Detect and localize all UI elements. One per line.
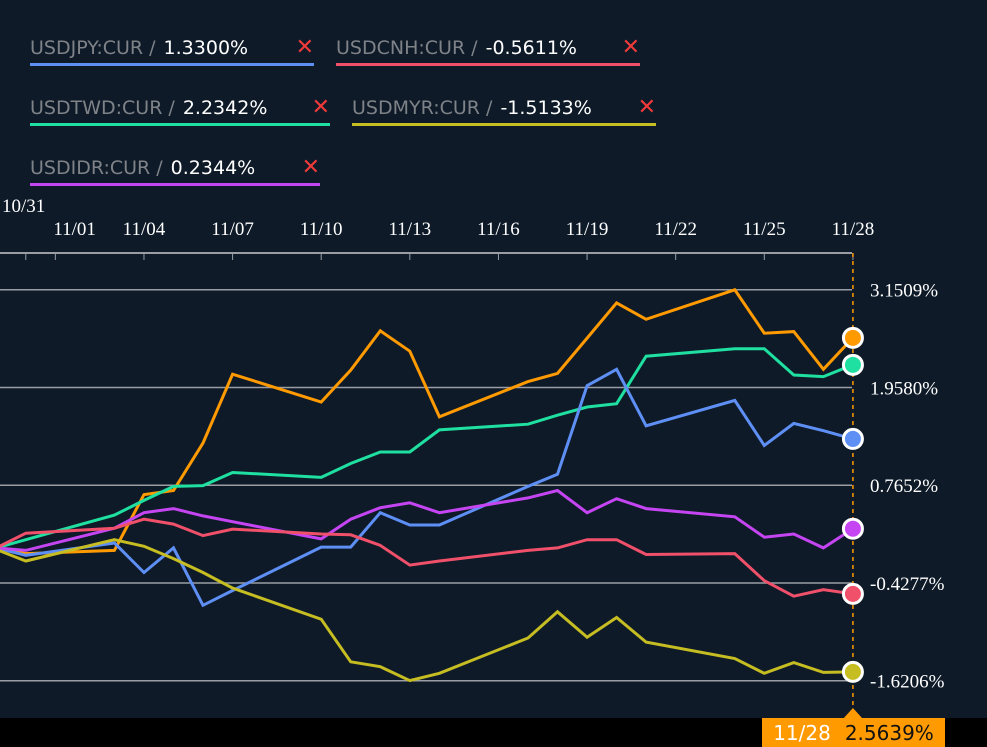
crosshair-pointer	[842, 708, 863, 719]
legend-value: 0.2344%	[170, 156, 256, 179]
series-end-marker	[841, 660, 864, 683]
series-end-marker	[841, 353, 864, 376]
x-tick-label: 11/01	[53, 219, 96, 240]
x-tick-label: 11/04	[123, 219, 166, 240]
legend-value: -0.5611%	[485, 36, 577, 59]
legend-item[interactable]: USDCNH:CUR / -0.5611% ✕	[336, 32, 640, 66]
x-tick-label: 11/22	[654, 219, 697, 240]
series-line	[0, 288, 853, 556]
x-tick-label: 11/25	[743, 219, 786, 240]
series-end-marker	[841, 427, 864, 450]
legend-label: USDIDR:CUR /	[30, 156, 163, 179]
series-line	[0, 347, 853, 549]
legend-label: USDMYR:CUR /	[352, 96, 493, 119]
y-tick-label: 0.7652%	[870, 476, 938, 497]
x-tick-label: 11/13	[389, 219, 432, 240]
legend-label: USDJPY:CUR /	[30, 36, 156, 59]
legend-value: 2.2342%	[182, 96, 268, 119]
series-line	[0, 488, 853, 552]
remove-series-close-icon[interactable]: ✕	[311, 95, 330, 120]
remove-series-close-icon[interactable]: ✕	[637, 95, 656, 120]
legend-label: USDTWD:CUR /	[30, 96, 175, 119]
x-tick-label: 11/28	[832, 219, 875, 240]
y-tick-label: 3.1509%	[870, 281, 938, 302]
series-end-marker	[841, 517, 864, 540]
tooltip-date: 11/28	[773, 720, 831, 745]
remove-series-close-icon[interactable]: ✕	[295, 35, 314, 60]
series-end-marker	[841, 326, 864, 349]
series-line	[0, 517, 853, 598]
legend-value: -1.5133%	[500, 96, 592, 119]
legend-item[interactable]: USDMYR:CUR / -1.5133% ✕	[352, 92, 656, 126]
y-tick-label: 1.9580%	[870, 378, 938, 399]
y-tick-label: -1.6206%	[870, 672, 945, 693]
x-tick-label: 11/07	[211, 219, 254, 240]
x-tick-label: 11/10	[300, 219, 343, 240]
legend-item[interactable]: USDIDR:CUR / 0.2344% ✕	[30, 152, 320, 186]
series-end-marker	[841, 582, 864, 605]
legend-label: USDCNH:CUR /	[336, 36, 478, 59]
crosshair-tooltip: 11/28 2.5639%	[762, 718, 945, 747]
x-tick-label: 11/19	[566, 219, 609, 240]
x-tick-label: 10/31	[2, 196, 45, 217]
series-line	[0, 538, 853, 683]
x-tick-label: 11/16	[477, 219, 520, 240]
remove-series-close-icon[interactable]: ✕	[301, 155, 320, 180]
series-line	[0, 367, 853, 608]
legend-item[interactable]: USDJPY:CUR / 1.3300% ✕	[30, 32, 314, 66]
remove-series-close-icon[interactable]: ✕	[621, 35, 640, 60]
legend-value: 1.3300%	[163, 36, 249, 59]
y-tick-label: -0.4277%	[870, 574, 945, 595]
legend-item[interactable]: USDTWD:CUR / 2.2342% ✕	[30, 92, 330, 126]
tooltip-value: 2.5639%	[844, 720, 934, 745]
